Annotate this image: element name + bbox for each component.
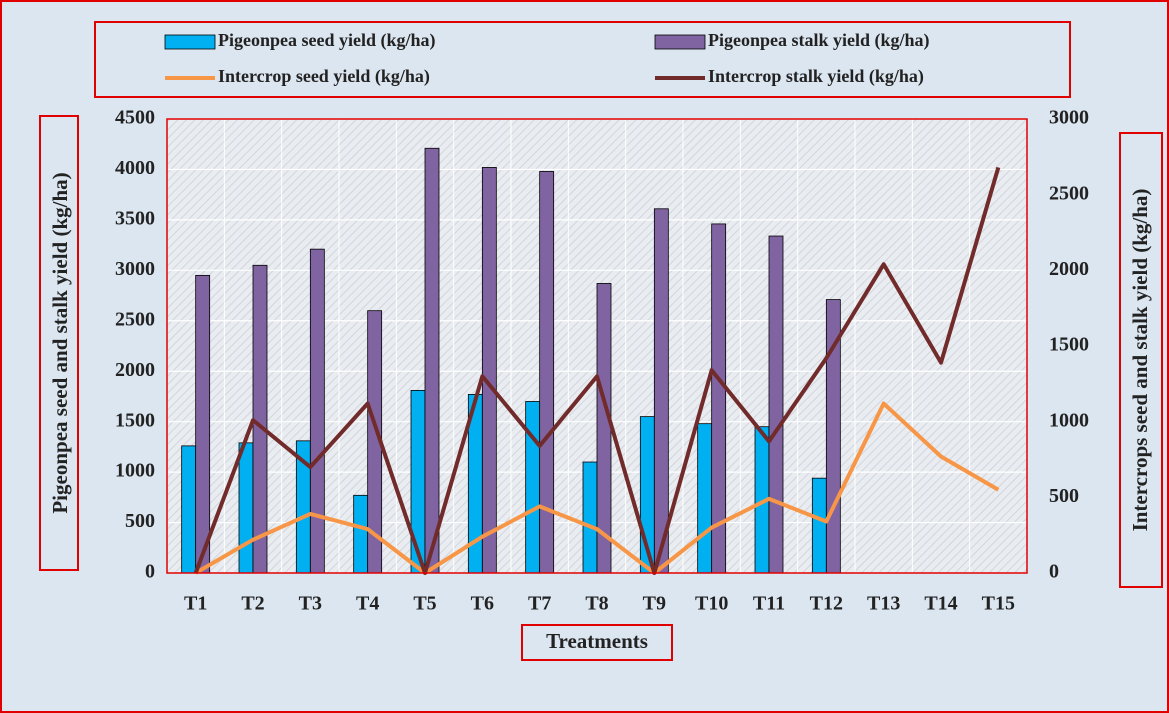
bar [424,147,440,574]
y2-tick-label: 2500 [1049,182,1089,204]
x-tick-label: T11 [753,593,785,615]
bar [768,235,784,574]
x-tick-label: T9 [643,593,666,615]
legend-label: Pigeonpea seed yield (kg/ha) [218,30,436,51]
x-title-box [521,624,673,661]
x-tick-label: T7 [528,593,551,615]
bar [525,401,541,574]
bar [238,442,254,574]
y-tick-label: 2500 [115,308,155,330]
bar [410,389,426,574]
bar [653,208,669,574]
bar [181,445,197,574]
y-tick-label: 4000 [115,157,155,179]
y2-tick-label: 1500 [1049,334,1089,356]
legend-label: Intercrop stalk yield (kg/ha) [708,66,924,87]
bar [353,494,369,574]
y2-tick-label: 500 [1049,485,1079,507]
x-axis-title: Treatments [546,629,648,653]
y-tick-label: 3000 [115,258,155,280]
bar [309,248,325,574]
plot-border [166,118,1028,574]
line [193,166,1001,575]
y-tick-label: 0 [145,561,155,583]
x-tick-label: T8 [585,593,608,615]
y2-tick-label: 2000 [1049,258,1089,280]
bar [582,461,598,574]
bar [811,477,827,574]
y2-tick-label: 0 [1049,561,1059,583]
bar [481,167,497,574]
legend-swatch [164,34,216,50]
y-tick-label: 1500 [115,409,155,431]
y-tick-label: 4500 [115,107,155,129]
y2-tick-label: 1000 [1049,409,1089,431]
bar [252,264,268,574]
x-tick-label: T5 [413,593,436,615]
x-tick-label: T12 [810,593,843,615]
y-tick-label: 3500 [115,207,155,229]
x-tick-label: T15 [982,593,1015,615]
y-axis-title: Pigeonpea seed and stalk yield (kg/ha) [48,172,72,513]
x-tick-label: T3 [299,593,322,615]
bar [697,423,713,574]
x-tick-label: T14 [924,593,957,615]
x-tick-label: T6 [471,593,494,615]
y-title-box [39,115,79,571]
y-tick-label: 2000 [115,359,155,381]
bar [195,274,211,574]
x-tick-label: T2 [241,593,264,615]
legend-label: Pigeonpea stalk yield (kg/ha) [708,30,930,51]
x-tick-label: T1 [184,593,207,615]
y2-axis-title: Intercrops seed and stalk yield (kg/ha) [1128,189,1152,532]
x-tick-label: T4 [356,593,379,615]
y2-title-box [1119,132,1163,588]
y-tick-label: 1000 [115,460,155,482]
x-tick-label: T10 [695,593,728,615]
y-tick-label: 500 [125,510,155,532]
legend-label: Intercrop seed yield (kg/ha) [218,66,430,87]
y2-tick-label: 3000 [1049,107,1089,129]
legend-box [94,21,1071,98]
legend-swatch [654,34,706,50]
x-tick-label: T13 [867,593,900,615]
line [194,401,1000,575]
